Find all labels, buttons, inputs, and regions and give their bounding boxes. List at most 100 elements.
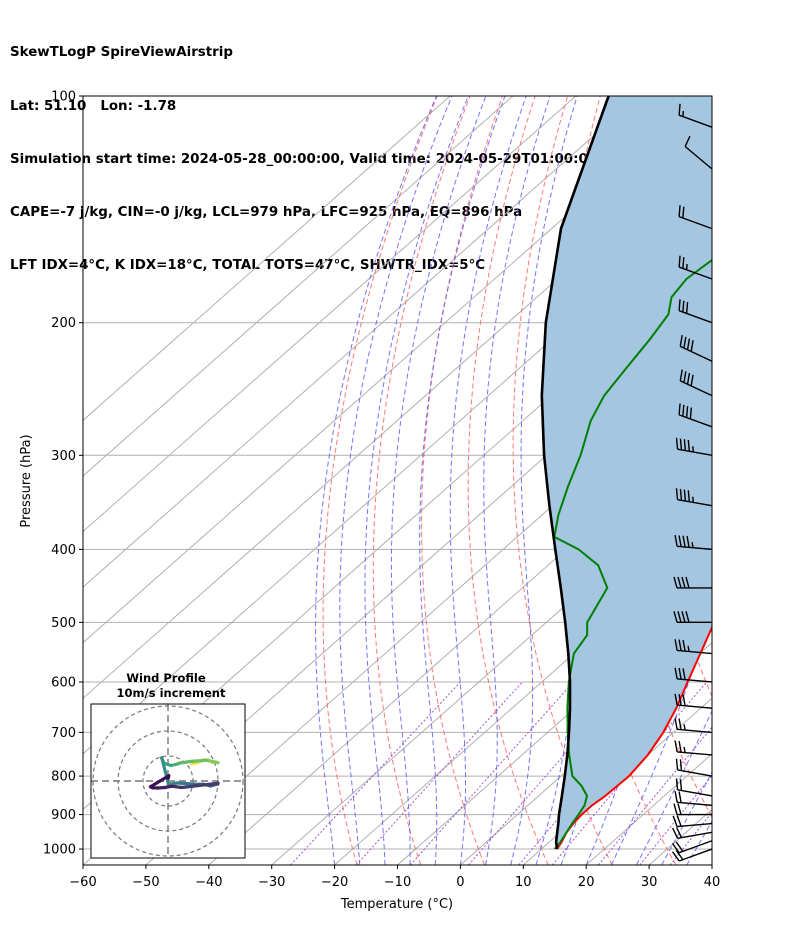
barb-staff [677,801,713,807]
barb-feather [690,340,694,352]
isotherm-line [83,96,514,477]
wind-barb [678,299,713,324]
y-tick-label: 1000 [43,843,76,858]
barb-feather [671,843,680,854]
barb-half-feather [692,496,694,503]
cape-line: CAPE=-7 j/kg, CIN=-0 j/kg, LCL=979 hPa, … [10,204,523,220]
barb-staff [679,345,713,362]
barb-staff [678,848,713,862]
barb-feather [675,827,683,838]
x-axis-label: Temperature (°C) [340,897,453,912]
y-tick-label: 800 [51,770,76,785]
isotherm-line [334,530,712,865]
barb-feather [686,338,691,350]
barb-feather [679,335,683,347]
dry-adiabat [754,96,794,865]
barb-feather [683,336,687,349]
barb-feather [678,740,682,753]
cape-area [541,96,712,849]
hodograph-trace [205,758,220,765]
barb-staff [677,498,713,507]
chart-title-block: SkewTLogP SpireViewAirstrip Lat: 51.10 L… [10,9,621,292]
mixing-ratio-line [669,811,712,865]
x-tick-label: 30 [641,875,658,890]
barb-feather [678,403,681,415]
barb-feather [674,718,678,730]
barb-feather [675,488,679,500]
dry-adiabat [372,96,471,865]
barb-feather [674,790,678,803]
wind-barb [684,135,713,170]
barb-half-feather [683,746,686,753]
wind-barb [675,778,713,797]
barb-feather [682,206,685,219]
y-tick-label: 900 [51,808,76,823]
barb-feather [685,302,689,314]
barb-feather [678,667,682,680]
dry-adiabat [791,96,794,865]
hodograph-trace [148,774,171,789]
isotherm-line [271,475,712,865]
x-tick-label: −10 [384,875,411,890]
chart-title: SkewTLogP SpireViewAirstrip [10,45,233,61]
moist-adiabat [711,863,712,865]
isotherm-line [83,96,451,422]
x-tick-label: 40 [704,875,721,890]
moist-adiabat [315,96,437,865]
barb-staff [677,649,713,655]
barb-feather [679,779,683,791]
wind-barb [674,740,713,756]
wind-barb [675,437,713,456]
y-tick-label: 300 [51,449,76,464]
isotherm-line [397,586,712,865]
barb-staff [678,310,713,324]
y-axis-label: Pressure (hPa) [19,434,34,527]
dry-adiabat [322,96,438,865]
wind-barb [674,534,713,551]
barb-staff [678,114,713,128]
barb-staff [677,751,713,756]
barb-feather [675,841,684,852]
wind-barb [672,815,713,828]
barb-feather [682,639,686,652]
y-tick-label: 600 [51,675,76,690]
hodograph-trace [160,756,171,786]
barb-feather [681,576,686,589]
barb-half-feather [687,645,690,652]
x-tick-label: −50 [132,875,159,890]
barb-staff [677,822,713,828]
barb-feather [683,439,687,451]
barb-feather [684,135,691,147]
moist-adiabat [661,771,712,865]
mixing-ratio-line [468,681,629,865]
wind-barb [674,718,713,734]
barb-feather [678,299,681,311]
barb-feather [683,371,687,383]
barb-feather [686,536,690,548]
isotherm-line [711,864,712,865]
barb-feather [673,803,678,815]
y-tick-label: 400 [51,543,76,558]
barb-feather [674,693,678,706]
hodograph-trace [180,781,220,790]
mixing-ratio-line [290,681,461,865]
isotherm-line [83,96,577,533]
dry-adiabat [512,96,613,865]
y-tick-label: 500 [51,616,76,631]
barb-feather [673,611,678,623]
barb-feather [681,611,686,623]
barb-staff [678,414,713,428]
barb-feather [678,639,682,651]
barb-feather [689,407,693,420]
barb-feather [679,488,683,501]
wind-barb [675,758,713,777]
mixing-ratio-line [410,681,574,865]
wind-barb [675,488,713,507]
x-tick-label: 20 [578,875,595,890]
barb-feather [678,103,681,116]
wind-barbs [671,103,713,862]
isotherm-line [83,96,702,644]
barb-feather [672,815,678,827]
hodograph-trace [190,758,209,763]
